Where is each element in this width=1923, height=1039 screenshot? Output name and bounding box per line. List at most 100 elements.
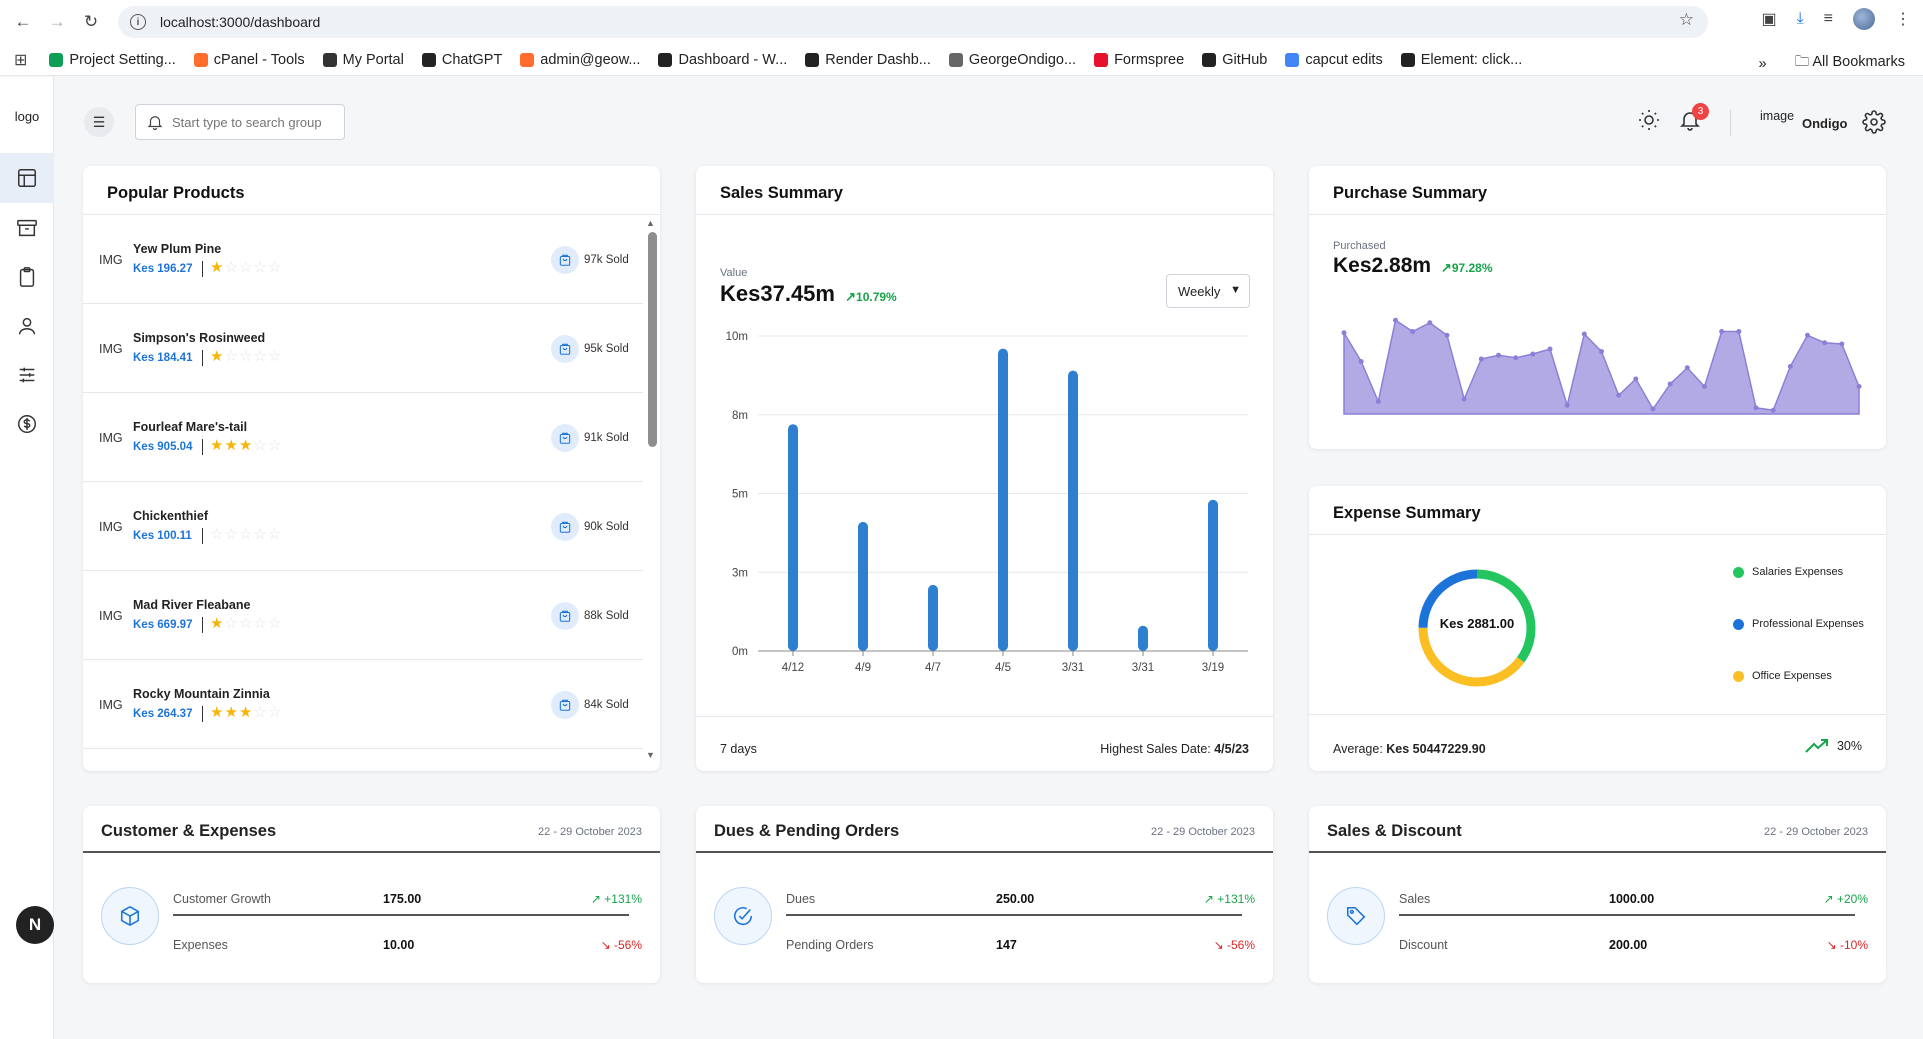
sales-value: Kes37.45m ↗10.79% — [720, 281, 897, 307]
all-bookmarks[interactable]: 🗀 All Bookmarks — [1794, 54, 1905, 70]
product-row[interactable]: IMG Rocky Mountain Zinnia Kes 264.37 ★ ★ ★ ☆ ☆ 8… — [83, 660, 643, 749]
star-icon: ☆ — [224, 615, 238, 632]
product-price: Kes 184.41 — [133, 352, 193, 364]
bookmark-item[interactable]: Element: click... — [1400, 51, 1523, 68]
bookmark-favicon-icon — [1285, 52, 1300, 67]
scrollbar-thumb[interactable] — [648, 232, 657, 447]
profile-avatar[interactable] — [1853, 8, 1875, 30]
product-image: IMG — [99, 698, 123, 712]
legend-dot-icon — [1733, 670, 1744, 682]
download-icon[interactable]: ⤓ — [1796, 10, 1804, 27]
scroll-down-icon[interactable]: ▼ — [646, 750, 655, 760]
more-bookmarks-icon[interactable]: » — [1758, 55, 1767, 72]
product-sold: 91k Sold — [584, 432, 629, 444]
back-icon[interactable]: ← — [14, 12, 32, 31]
legend-label: Professional Expenses — [1752, 618, 1864, 630]
product-row[interactable]: IMG Yew Plum Pine Kes 196.27 ★ ☆ ☆ ☆ ☆ 97k Sold — [83, 215, 643, 304]
data-point — [1581, 331, 1587, 337]
bookmark-favicon-icon — [49, 52, 64, 67]
sun-icon[interactable] — [1637, 108, 1661, 132]
star-icon: ☆ — [267, 526, 282, 543]
bookmark-item[interactable]: admin@geow... — [520, 52, 640, 68]
sidebar-item-products[interactable] — [0, 252, 54, 302]
product-row[interactable]: IMG Mad River Fleabane Kes 669.97 ★ ☆ ☆ ☆ ☆ 88k … — [83, 571, 643, 660]
user-name[interactable]: Ondigo — [1802, 116, 1848, 131]
nextjs-badge[interactable]: N — [16, 906, 54, 944]
product-row[interactable]: IMG Fourleaf Mare's-tail Kes 905.04 ★ ★ ★ ☆ ☆ 91… — [83, 393, 643, 482]
bookmark-label: Render Dashb... — [825, 51, 931, 68]
metric-label: Sales — [1399, 892, 1431, 906]
purchase-summary-title: Purchase Summary — [1333, 184, 1488, 202]
bookmark-item[interactable]: Project Setting... — [49, 52, 176, 68]
address-bar[interactable]: i localhost:3000/dashboard ☆ — [118, 6, 1708, 38]
bookmark-favicon-icon — [658, 52, 673, 67]
product-name: Chickenthief — [133, 509, 209, 523]
bookmark-item[interactable]: Dashboard - W... — [658, 52, 787, 68]
media-icon[interactable]: ≡ — [1823, 10, 1833, 27]
extensions-icon[interactable]: ▣ — [1761, 11, 1777, 28]
search-box[interactable] — [135, 104, 345, 140]
bookmark-item[interactable]: GitHub — [1202, 52, 1267, 68]
bookmark-item[interactable]: Render Dashb... — [805, 52, 931, 68]
site-info-icon[interactable]: i — [130, 14, 146, 30]
product-list[interactable]: IMG Yew Plum Pine Kes 196.27 ★ ☆ ☆ ☆ ☆ 97k Sold I… — [83, 215, 643, 769]
forward-icon[interactable]: → — [48, 12, 66, 31]
data-point — [1805, 332, 1810, 338]
trend-down-icon: ↘ — [1826, 938, 1840, 952]
bookmark-label: cPanel - Tools — [213, 51, 305, 68]
browser-menu-icon[interactable]: ⋮ — [1895, 11, 1911, 28]
bookmark-label: capcut edits — [1305, 51, 1383, 68]
gear-icon[interactable] — [1862, 110, 1886, 134]
sidebar-item-inventory[interactable] — [0, 203, 54, 253]
average-label: Average: — [1333, 742, 1387, 756]
product-image: IMG — [99, 431, 123, 445]
url-text[interactable]: localhost:3000/dashboard — [160, 14, 321, 30]
legend-label: Office Expenses — [1752, 670, 1832, 682]
bar — [998, 348, 1008, 651]
period-select[interactable]: Weekly ▼ — [1166, 274, 1250, 308]
reload-icon[interactable]: ↻ — [83, 12, 99, 31]
divider — [1309, 214, 1886, 215]
bookmark-item[interactable]: capcut edits — [1285, 51, 1383, 68]
apps-grid-icon[interactable]: ⊞ — [14, 51, 28, 69]
period-days: 7 days — [720, 742, 757, 756]
menu-toggle-button[interactable]: ☰ — [84, 107, 114, 137]
star-icon: ☆ — [253, 437, 267, 454]
product-row[interactable]: IMG Simpson's Rosinweed Kes 184.41 ★ ☆ ☆ ☆ ☆ 95k… — [83, 304, 643, 393]
trend-down: ↘ -10% — [1827, 938, 1868, 952]
donut-slice — [1418, 569, 1536, 687]
sidebar-item-expenses[interactable] — [0, 399, 54, 449]
divider — [83, 851, 660, 853]
product-row[interactable]: IMG Chickenthief Kes 100.11 ☆ ☆ ☆ ☆ ☆ 90k Sold — [83, 482, 643, 571]
bookmark-star-icon[interactable]: ☆ — [1678, 10, 1694, 29]
bookmark-item[interactable]: GeorgeOndigo... — [948, 52, 1076, 68]
shopping-bag-icon — [551, 513, 579, 541]
divider — [696, 851, 1273, 853]
bookmark-item[interactable]: Formspree — [1094, 52, 1184, 68]
bookmark-item[interactable]: ChatGPT — [421, 51, 503, 68]
expense-summary-card: Expense Summary Kes 2881.00 Salaries Exp… — [1309, 486, 1886, 771]
y-tick-label: 5m — [732, 489, 748, 501]
bookmark-label: ChatGPT — [441, 51, 503, 68]
sidebar-item-users[interactable] — [0, 301, 54, 351]
star-icon: ☆ — [224, 348, 238, 365]
bookmark-item[interactable]: My Portal — [322, 52, 404, 68]
date-range: 22 - 29 October 2023 — [538, 826, 642, 838]
donut-center-value: Kes 2881.00 — [1439, 616, 1515, 631]
app-sidebar: logo — [0, 77, 54, 1039]
trend-up-icon: ↗ — [1440, 260, 1452, 275]
search-input[interactable] — [172, 114, 322, 130]
product-price: Kes 196.27 — [133, 263, 193, 275]
legend-dot-icon — [1733, 566, 1744, 578]
legend-label: Salaries Expenses — [1752, 566, 1844, 578]
bookmark-item[interactable]: cPanel - Tools — [193, 51, 305, 68]
sidebar-item-dashboard[interactable] — [0, 153, 54, 203]
data-point — [1787, 364, 1793, 369]
rating-stars: ★ ☆ ☆ ☆ ☆ — [210, 259, 281, 277]
scroll-up-icon[interactable]: ▲ — [646, 218, 655, 228]
bookmark-label: Element: click... — [1420, 51, 1523, 68]
star-icon: ☆ — [267, 437, 282, 454]
legend-dot-icon — [1733, 618, 1744, 630]
sidebar-item-settings[interactable] — [0, 350, 54, 400]
avatar[interactable]: image — [1760, 109, 1795, 123]
